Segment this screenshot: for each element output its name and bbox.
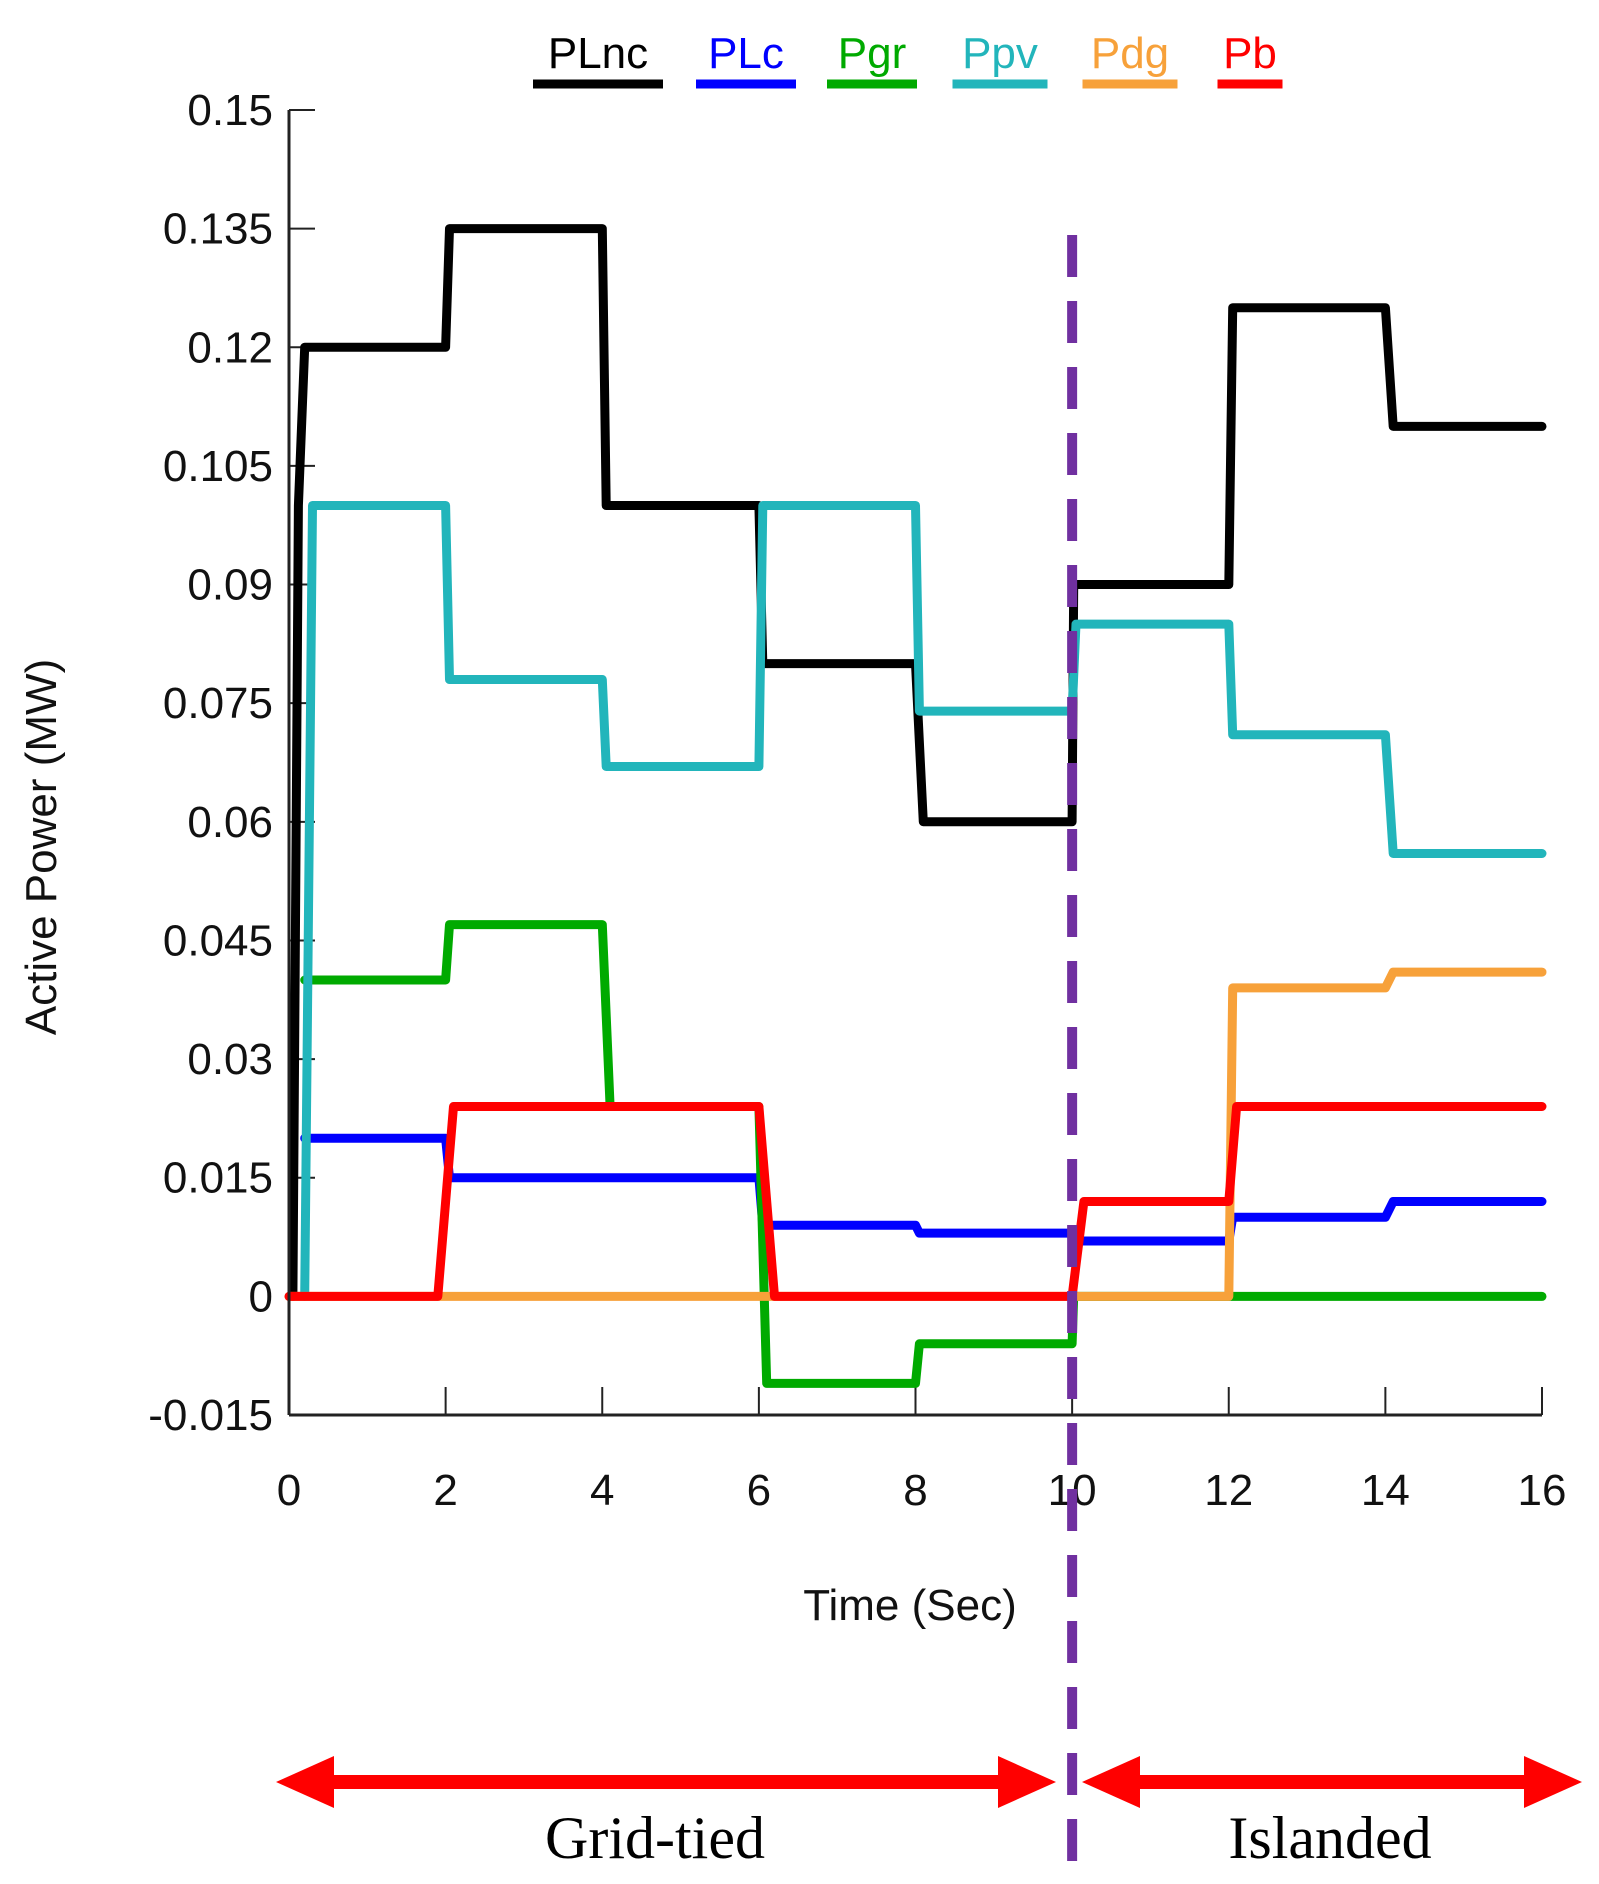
y-axis-ticks: 0.15 0.135 0.12 0.105 0.09 0.075 0.06 0.045 0.03… — [148, 86, 315, 1440]
y-tick-label: 0.135 — [163, 205, 273, 254]
series-line-ppv — [300, 501, 1547, 1301]
islanded-arrow — [1082, 1756, 1582, 1808]
islanded-arrow-head-left — [1082, 1756, 1140, 1808]
legend-label-pb: Pb — [1223, 29, 1277, 78]
legend-label-plc: PLc — [708, 29, 784, 78]
legend-label-ppv: Ppv — [962, 29, 1038, 78]
y-tick-label: 0.06 — [187, 798, 273, 847]
y-tick-label: -0.015 — [148, 1391, 273, 1440]
legend-label-pdg: Pdg — [1091, 29, 1169, 78]
y-tick-label: 0.075 — [163, 679, 273, 728]
series-line-pb — [284, 1102, 1547, 1301]
series-line-pdg — [284, 967, 1547, 1301]
y-tick-label: 0.105 — [163, 442, 273, 491]
x-tick-label: 6 — [747, 1466, 771, 1515]
y-tick-label: 0.15 — [187, 86, 273, 135]
x-axis-ticks: 0246810121416 — [277, 1387, 1567, 1515]
x-tick-label: 16 — [1518, 1466, 1567, 1515]
grid-tied-arrow-head-right — [998, 1756, 1056, 1808]
x-tick-label: 8 — [903, 1466, 927, 1515]
series-line-plc — [300, 1133, 1547, 1246]
y-tick-label: 0.015 — [163, 1154, 273, 1203]
y-tick-label: 0 — [249, 1272, 273, 1321]
x-tick-label: 4 — [590, 1466, 614, 1515]
series-line-plnc — [288, 224, 1547, 1301]
legend: PLnc PLc Pgr Ppv Pdg Pb — [533, 29, 1283, 89]
islanded-label: Islanded — [1228, 1805, 1431, 1871]
region-arrows — [276, 1756, 1582, 1808]
x-tick-label: 2 — [433, 1466, 457, 1515]
y-tick-label: 0.045 — [163, 916, 273, 965]
islanded-arrow-head-right — [1524, 1756, 1582, 1808]
grid-tied-arrow-head-left — [276, 1756, 334, 1808]
y-tick-label: 0.03 — [187, 1035, 273, 1084]
x-tick-label: 14 — [1361, 1466, 1410, 1515]
x-axis-title: Time (Sec) — [803, 1581, 1017, 1630]
y-tick-label: 0.09 — [187, 561, 273, 610]
series-group — [284, 224, 1547, 1388]
series-line-pgr — [300, 920, 1547, 1388]
y-tick-label: 0.12 — [187, 323, 273, 372]
legend-label-pgr: Pgr — [838, 29, 906, 78]
legend-label-plnc: PLnc — [548, 29, 648, 78]
y-axis-title: Active Power (MW) — [17, 659, 66, 1035]
grid-tied-arrow — [276, 1756, 1056, 1808]
x-tick-label: 12 — [1204, 1466, 1253, 1515]
grid-tied-label: Grid-tied — [545, 1805, 765, 1871]
x-tick-label: 0 — [277, 1466, 301, 1515]
